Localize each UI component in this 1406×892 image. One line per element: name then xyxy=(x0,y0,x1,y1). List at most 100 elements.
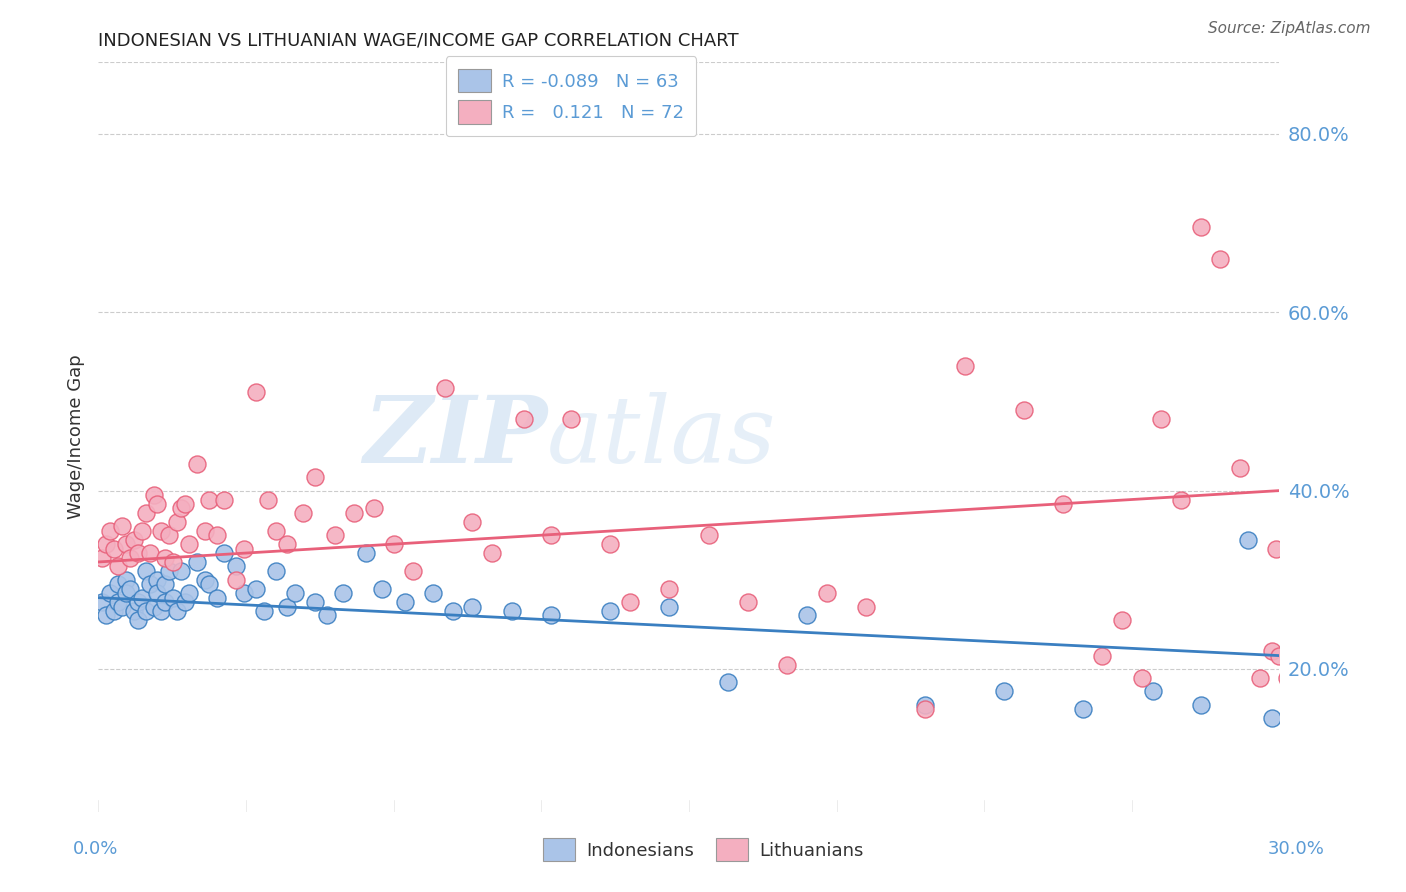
Point xyxy=(422,586,444,600)
Point xyxy=(135,506,157,520)
Point xyxy=(461,599,484,614)
Point xyxy=(599,537,621,551)
Point xyxy=(150,524,173,538)
Text: 30.0%: 30.0% xyxy=(1268,840,1324,858)
Point xyxy=(111,599,134,614)
Point xyxy=(142,488,165,502)
Point xyxy=(170,564,193,578)
Point xyxy=(214,492,236,507)
Point xyxy=(174,497,197,511)
Point xyxy=(433,381,456,395)
Point xyxy=(256,492,278,507)
Point xyxy=(284,586,307,600)
Point xyxy=(186,555,208,569)
Point xyxy=(1150,412,1173,426)
Point xyxy=(1130,671,1153,685)
Point xyxy=(1260,644,1282,658)
Point xyxy=(157,564,180,578)
Point xyxy=(1071,702,1094,716)
Point xyxy=(481,546,503,560)
Point xyxy=(354,546,377,560)
Point xyxy=(332,586,354,600)
Point xyxy=(166,515,188,529)
Point xyxy=(150,604,173,618)
Point xyxy=(323,528,346,542)
Point xyxy=(1012,403,1035,417)
Point xyxy=(315,608,337,623)
Point xyxy=(174,595,197,609)
Point xyxy=(214,546,236,560)
Point xyxy=(107,577,129,591)
Point xyxy=(1052,497,1074,511)
Point xyxy=(115,573,138,587)
Point xyxy=(253,604,276,618)
Point xyxy=(304,470,326,484)
Point xyxy=(162,555,184,569)
Point xyxy=(98,524,121,538)
Point xyxy=(1209,252,1232,266)
Point xyxy=(394,595,416,609)
Point xyxy=(796,608,818,623)
Point xyxy=(1189,698,1212,712)
Point xyxy=(177,537,200,551)
Point xyxy=(127,546,149,560)
Point xyxy=(1237,533,1260,547)
Point xyxy=(194,573,217,587)
Point xyxy=(142,599,165,614)
Point xyxy=(115,537,138,551)
Point xyxy=(197,492,219,507)
Legend: R = -0.089   N = 63, R =   0.121   N = 72: R = -0.089 N = 63, R = 0.121 N = 72 xyxy=(446,56,696,136)
Point xyxy=(103,541,125,556)
Point xyxy=(91,595,114,609)
Point xyxy=(170,501,193,516)
Text: atlas: atlas xyxy=(547,392,776,482)
Point xyxy=(914,698,936,712)
Point xyxy=(157,528,180,542)
Point xyxy=(122,533,145,547)
Point xyxy=(619,595,641,609)
Point xyxy=(127,595,149,609)
Point xyxy=(162,591,184,605)
Point xyxy=(776,657,799,672)
Point xyxy=(1111,613,1133,627)
Point xyxy=(155,550,177,565)
Point xyxy=(292,506,315,520)
Point xyxy=(304,595,326,609)
Y-axis label: Wage/Income Gap: Wage/Income Gap xyxy=(66,355,84,519)
Text: INDONESIAN VS LITHUANIAN WAGE/INCOME GAP CORRELATION CHART: INDONESIAN VS LITHUANIAN WAGE/INCOME GAP… xyxy=(98,32,740,50)
Point xyxy=(131,524,153,538)
Legend: Indonesians, Lithuanians: Indonesians, Lithuanians xyxy=(531,828,875,872)
Point xyxy=(186,457,208,471)
Point xyxy=(91,550,114,565)
Point xyxy=(118,550,141,565)
Point xyxy=(107,559,129,574)
Point xyxy=(914,702,936,716)
Point xyxy=(98,586,121,600)
Point xyxy=(1277,671,1299,685)
Point xyxy=(371,582,394,596)
Point xyxy=(697,528,720,542)
Point xyxy=(1091,648,1114,663)
Point xyxy=(501,604,523,618)
Text: Source: ZipAtlas.com: Source: ZipAtlas.com xyxy=(1208,21,1371,36)
Point xyxy=(197,577,219,591)
Point xyxy=(146,497,169,511)
Point xyxy=(245,385,267,400)
Point xyxy=(177,586,200,600)
Point xyxy=(1264,541,1286,556)
Point xyxy=(127,613,149,627)
Point xyxy=(155,577,177,591)
Point xyxy=(540,608,562,623)
Point xyxy=(111,519,134,533)
Point xyxy=(1142,684,1164,698)
Point xyxy=(135,564,157,578)
Point xyxy=(205,591,228,605)
Point xyxy=(122,604,145,618)
Point xyxy=(96,608,118,623)
Point xyxy=(1229,461,1251,475)
Point xyxy=(1268,648,1291,663)
Point xyxy=(135,604,157,618)
Text: ZIP: ZIP xyxy=(363,392,547,482)
Point xyxy=(343,506,366,520)
Point xyxy=(1260,711,1282,725)
